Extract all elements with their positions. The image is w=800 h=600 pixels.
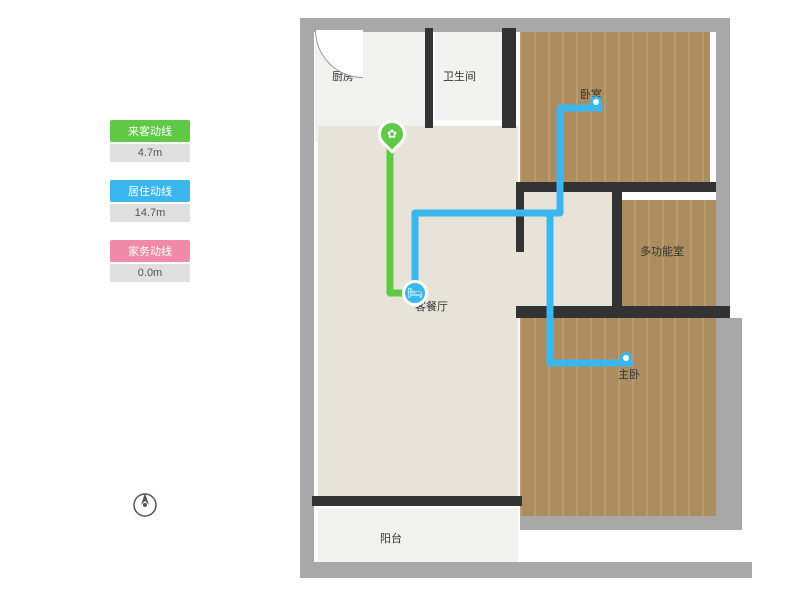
- legend-label-guest: 来客动线: [110, 120, 190, 142]
- inner-wall: [516, 306, 730, 318]
- legend-item-house: 家务动线 0.0m: [110, 240, 190, 282]
- room-corridor: [518, 190, 618, 310]
- bed-icon: 🛏: [407, 286, 422, 300]
- outer-wall: [716, 318, 742, 528]
- room-master: [520, 318, 725, 518]
- marker-bedroom1: [590, 96, 602, 108]
- room-bedroom1: [520, 30, 710, 188]
- outer-wall: [520, 516, 742, 530]
- outer-wall: [300, 136, 314, 496]
- outer-wall: [300, 562, 752, 578]
- inner-wall: [612, 192, 622, 310]
- inner-wall: [516, 182, 716, 192]
- inner-wall: [425, 28, 433, 128]
- legend-value-guest: 4.7m: [110, 144, 190, 162]
- compass-icon: [130, 490, 160, 520]
- legend-item-living: 居住动线 14.7m: [110, 180, 190, 222]
- room-label-balcony: 阳台: [380, 530, 402, 546]
- room-balcony: [318, 508, 518, 566]
- legend-item-guest: 来客动线 4.7m: [110, 120, 190, 162]
- legend-value-house: 0.0m: [110, 264, 190, 282]
- inner-wall: [502, 28, 516, 128]
- outer-wall: [300, 18, 314, 148]
- legend: 来客动线 4.7m 居住动线 14.7m 家务动线 0.0m: [110, 120, 190, 300]
- legend-value-living: 14.7m: [110, 204, 190, 222]
- legend-label-house: 家务动线: [110, 240, 190, 262]
- room-label-multi: 多功能室: [640, 243, 684, 259]
- floorplan: 厨房卫生间卧室多功能室主卧客餐厅阳台✿🛏: [270, 18, 748, 578]
- room-label-bathroom: 卫生间: [443, 68, 476, 84]
- marker-master: [620, 352, 632, 364]
- outer-wall: [716, 18, 730, 318]
- inner-wall: [516, 192, 524, 252]
- inner-wall: [312, 496, 522, 506]
- legend-label-living: 居住动线: [110, 180, 190, 202]
- marker-living: 🛏: [402, 280, 428, 306]
- room-label-master: 主卧: [618, 366, 640, 382]
